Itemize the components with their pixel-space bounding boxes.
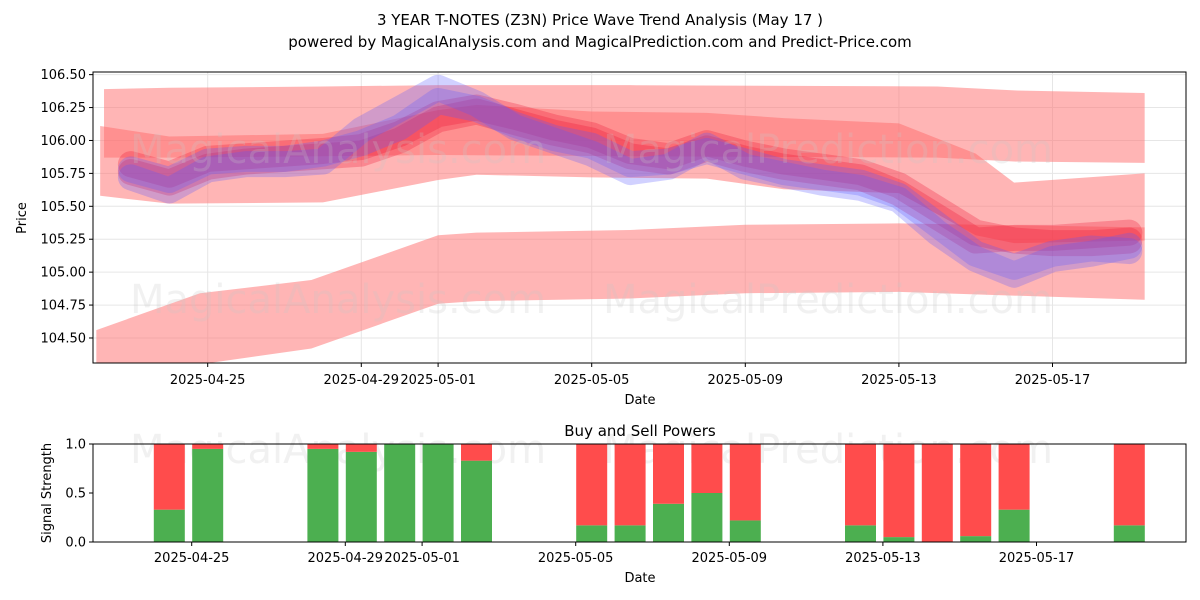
signal-y-tick-label-2: 1.0: [65, 438, 86, 453]
sell-bar-1: [192, 444, 224, 449]
price-x-tick-label-6: 2025-05-17: [1015, 373, 1091, 388]
buy-bar-13: [883, 537, 915, 542]
buy-bar-2: [307, 448, 339, 542]
price-x-tick-label-2: 2025-05-01: [400, 373, 476, 388]
watermark-1: MagicalAnalysis.com: [130, 127, 546, 173]
trend-line-2: [117, 74, 1143, 288]
chart-title: 3 YEAR T-NOTES (Z3N) Price Wave Trend An…: [377, 11, 823, 29]
price-bands: [96, 85, 1145, 363]
sell-bar-13: [883, 444, 915, 538]
price-x-label: Date: [624, 393, 655, 408]
signal-x-tick-label-0: 2025-04-25: [154, 551, 230, 566]
signal-x-tick-label-6: 2025-05-17: [999, 551, 1075, 566]
signal-x-label: Date: [624, 571, 655, 586]
signal-x-tick-label-2: 2025-05-01: [384, 551, 460, 566]
signal-x-tick-label-3: 2025-05-05: [538, 551, 614, 566]
buy-bar-15: [960, 536, 992, 542]
sell-bar-7: [576, 444, 608, 526]
signal-x-tick-label-1: 2025-04-29: [308, 551, 384, 566]
signal-y-ticks: 0.0 0.5 1.0: [65, 438, 93, 551]
sell-bar-2: [307, 444, 339, 449]
buy-bar-7: [576, 525, 608, 542]
price-y-tick-label-7: 106.25: [41, 101, 87, 116]
buy-bar-16: [998, 509, 1030, 542]
sell-bar-9: [653, 444, 684, 504]
buy-bar-1: [192, 448, 224, 542]
sell-bar-0: [153, 444, 185, 510]
price-frame: [92, 71, 1187, 364]
watermark-4: MagicalPrediction.com: [603, 277, 1053, 323]
price-panel: MagicalAnalysis.com MagicalPrediction.co…: [15, 68, 1187, 408]
signal-y-label: Signal Strength: [40, 443, 55, 543]
price-x-tick-label-5: 2025-05-13: [861, 373, 937, 388]
price-x-tick-label-1: 2025-04-29: [324, 373, 400, 388]
sell-bar-17: [1113, 444, 1145, 526]
sell-bar-3: [345, 444, 377, 452]
price-y-ticks: 104.50 104.75 105.00 105.25 105.50 105.75 106.…: [41, 68, 93, 346]
buy-bar-4: [384, 444, 416, 542]
sell-bar-16: [998, 444, 1030, 510]
watermark-2: MagicalPrediction.com: [603, 127, 1053, 173]
price-x-tick-label-4: 2025-05-09: [708, 373, 784, 388]
buy-bar-5: [422, 444, 454, 542]
signal-bars: [153, 444, 1145, 542]
sell-bar-8: [614, 444, 646, 526]
signal-title: Buy and Sell Powers: [564, 422, 716, 440]
buy-bar-9: [653, 503, 684, 542]
price-y-tick-label-4: 105.50: [41, 200, 87, 215]
sell-bar-14: [921, 444, 953, 542]
chart-subtitle: powered by MagicalAnalysis.com and Magic…: [288, 33, 912, 51]
sell-bar-10: [691, 444, 723, 493]
signal-panel: MagicalAnalysis.com MagicalPrediction.co…: [40, 422, 1187, 586]
buy-bar-17: [1113, 525, 1145, 542]
band-2: [100, 104, 1145, 244]
price-y-tick-label-0: 104.50: [41, 331, 87, 346]
buy-bar-6: [461, 460, 492, 542]
buy-bar-11: [729, 520, 761, 542]
sell-bar-15: [960, 444, 992, 537]
price-y-tick-label-2: 105.00: [41, 266, 87, 281]
buy-bar-0: [153, 509, 185, 542]
signal-y-tick-label-1: 0.5: [65, 487, 86, 502]
sell-bar-6: [461, 444, 492, 461]
trend-line-3: [117, 87, 1143, 280]
price-lines: [117, 74, 1143, 288]
sell-bar-12: [845, 444, 876, 526]
price-y-tick-label-5: 105.75: [41, 167, 87, 182]
signal-x-ticks: 2025-04-25 2025-04-29 2025-05-01 2025-05-05…: [154, 542, 1074, 566]
price-x-tick-label-3: 2025-05-05: [554, 373, 630, 388]
price-y-tick-label-6: 106.00: [41, 134, 87, 149]
price-x-ticks: 2025-04-25 2025-04-29 2025-05-01 2025-05-05…: [170, 363, 1090, 388]
buy-bar-3: [345, 451, 377, 542]
buy-bar-10: [691, 493, 723, 542]
price-y-tick-label-3: 105.25: [41, 233, 87, 248]
buy-bar-8: [614, 525, 646, 542]
signal-x-tick-label-5: 2025-05-13: [845, 551, 921, 566]
buy-bar-12: [845, 525, 876, 542]
band-1: [96, 223, 1145, 363]
watermark-3: MagicalAnalysis.com: [130, 277, 546, 323]
trend-line-1: [117, 98, 1143, 254]
sell-bar-11: [729, 444, 761, 521]
price-y-tick-label-1: 104.75: [41, 299, 87, 314]
signal-y-tick-label-0: 0.0: [65, 536, 86, 551]
price-y-tick-label-8: 106.50: [41, 68, 87, 83]
price-x-tick-label-0: 2025-04-25: [170, 373, 246, 388]
signal-x-tick-label-4: 2025-05-09: [692, 551, 768, 566]
trend-line-0: [117, 94, 1143, 257]
price-y-label: Price: [15, 202, 30, 234]
